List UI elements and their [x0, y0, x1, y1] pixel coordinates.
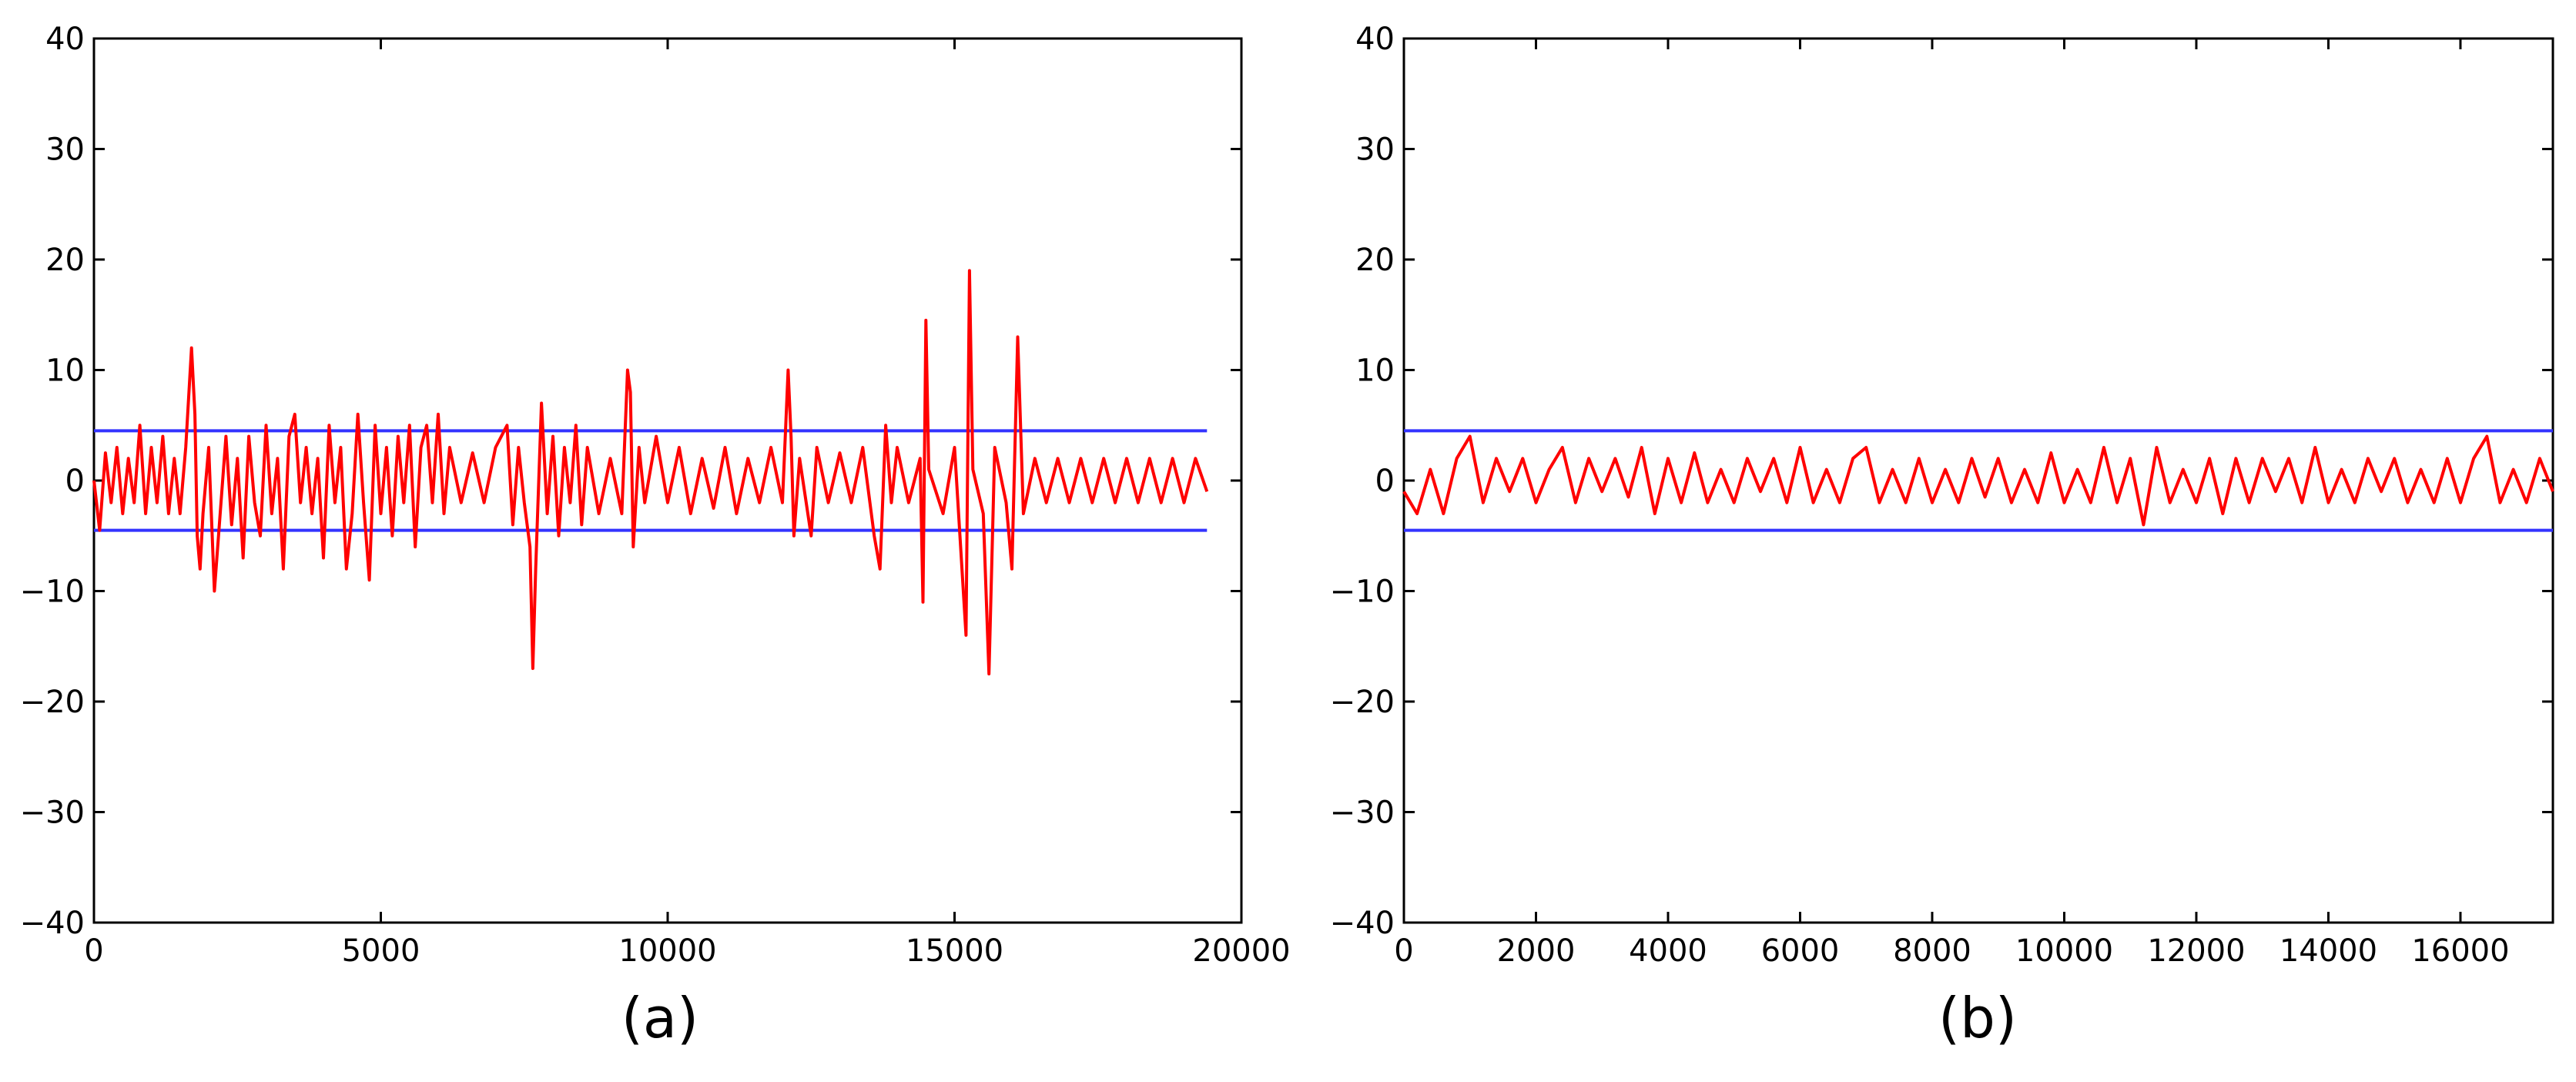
x-tick-label: 12000: [2147, 933, 2245, 969]
y-tick-label: 10: [1355, 353, 1395, 389]
y-tick-label: 40: [1355, 22, 1395, 57]
y-tick-label: −20: [1330, 685, 1395, 720]
panel-label-a: (a): [621, 986, 699, 1050]
y-tick-label: −10: [20, 574, 85, 610]
y-tick-label: 30: [1355, 132, 1395, 168]
x-tick-label: 5000: [342, 933, 420, 969]
chart-panel-b: −40 −30 −20 −10 0 10 20 30 40 0 2000 4000 6000 8000 10…: [1330, 22, 2554, 969]
x-tick-label: 16000: [2411, 933, 2509, 969]
y-tick-label: 30: [45, 132, 85, 168]
x-tick-label: 6000: [1761, 933, 1840, 969]
plot-frame: [92, 37, 1243, 924]
y-tick-label: 0: [65, 464, 85, 499]
y-tick-label: 10: [45, 353, 85, 389]
y-tick-label: −10: [1330, 574, 1395, 610]
y-tick-label: −40: [20, 906, 85, 941]
signal-series-line: [1402, 434, 2554, 527]
x-tick-label: 20000: [1192, 933, 1290, 969]
x-tick-label: 15000: [906, 933, 1003, 969]
y-tick-label: 0: [1375, 464, 1395, 499]
y-tick-label: 40: [45, 22, 85, 57]
x-tick-label: 0: [1394, 933, 1413, 969]
y-tick-label: −40: [1330, 906, 1395, 941]
x-tick-label: 4000: [1629, 933, 1707, 969]
signal-series-line: [92, 269, 1209, 676]
x-tick-label: 10000: [618, 933, 716, 969]
y-tick-label: 20: [45, 243, 85, 278]
y-tick-label: 20: [1355, 243, 1395, 278]
chart-panel-a: −40 −30 −20 −10 0 10 20 30 40 0 5000 10000 15000 2000…: [20, 22, 1291, 969]
x-tick-label: 2000: [1497, 933, 1576, 969]
y-tick-label: −20: [20, 685, 85, 720]
y-tick-label: −30: [1330, 796, 1395, 831]
x-tick-label: 14000: [2280, 933, 2377, 969]
x-tick-label: 8000: [1893, 933, 1971, 969]
y-tick-label: −30: [20, 796, 85, 831]
x-tick-label: 0: [84, 933, 103, 969]
panel-label-b: (b): [1938, 986, 2017, 1050]
x-tick-label: 10000: [2015, 933, 2113, 969]
